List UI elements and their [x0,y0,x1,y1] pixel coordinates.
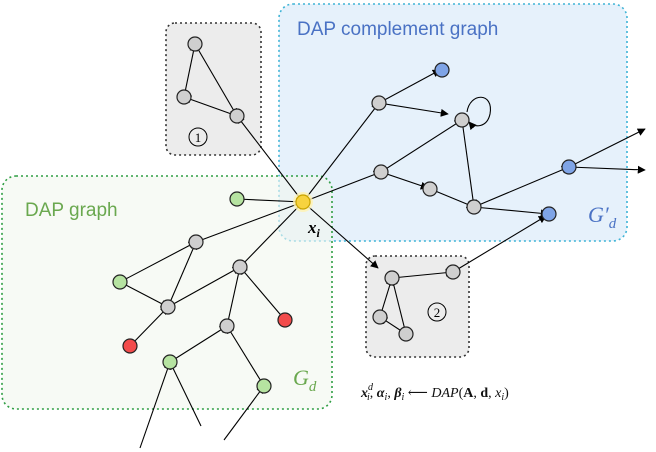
cluster-1-box [165,22,262,156]
green-node [229,191,245,207]
graph-node [371,95,387,111]
edge [119,281,169,308]
dap-graph-region [1,175,333,410]
edge [378,69,441,104]
edge [302,201,379,269]
edge [167,266,241,308]
graph-node [454,112,470,128]
edge [167,241,197,308]
dap-graph-title: DAP graph [25,200,118,221]
edge [183,43,198,98]
complement-symbol: G′d [588,202,617,232]
graph-node [160,299,176,315]
edge [236,115,304,203]
edge [194,43,238,117]
graph-node [176,89,192,105]
graph-node [373,164,389,180]
edge [380,171,429,190]
nodes [112,36,577,394]
red-node [277,312,293,328]
edge [129,306,169,347]
svg-text:1: 1 [195,130,202,145]
edge [452,215,547,273]
edge [473,166,570,208]
blue-node [561,159,577,175]
graph-node [372,309,388,325]
edge [239,266,286,321]
blue-node [434,62,450,78]
edge [302,102,380,203]
dap-formula: xd i, αi, βi ⟵ DAP(A, d, xi) [360,382,509,403]
edge [139,361,172,449]
graph-node [188,234,204,250]
edge [223,385,265,441]
graph-node [466,199,482,215]
edge [239,201,304,268]
edge [195,200,304,243]
edge [389,277,407,335]
red-node [122,338,138,354]
cluster-1-marker: 1 [188,127,208,147]
edge [226,266,243,327]
complement-title: DAP complement graph [297,19,498,40]
edge [391,268,454,279]
dap-graph-symbol: Gd [293,365,317,395]
green-node [112,274,128,290]
edge [226,325,265,387]
edge [378,102,449,117]
graph-node [422,181,438,197]
cluster-2-marker: 2 [427,302,447,322]
edge [302,170,382,203]
edge [380,119,463,173]
edge [568,165,646,174]
edge [169,325,228,363]
edge [473,206,549,218]
edge [119,241,197,283]
edge [183,95,238,117]
self-loop [466,96,491,131]
center-node-label: xi [307,218,321,240]
graph-node [187,36,203,52]
graph-node [229,108,245,124]
graph-node [398,326,414,342]
center-node [295,194,311,210]
graph-node [219,318,235,334]
edge [236,197,304,206]
graph-node [232,259,248,275]
graph-node [384,270,400,286]
green-node [256,378,272,394]
edge [169,361,202,427]
graph-node [445,264,461,280]
green-node [162,354,178,370]
edge [461,119,477,208]
dap-complement-region [278,3,628,242]
blue-node [541,206,557,222]
edge [568,128,646,168]
svg-text:2: 2 [434,305,441,320]
